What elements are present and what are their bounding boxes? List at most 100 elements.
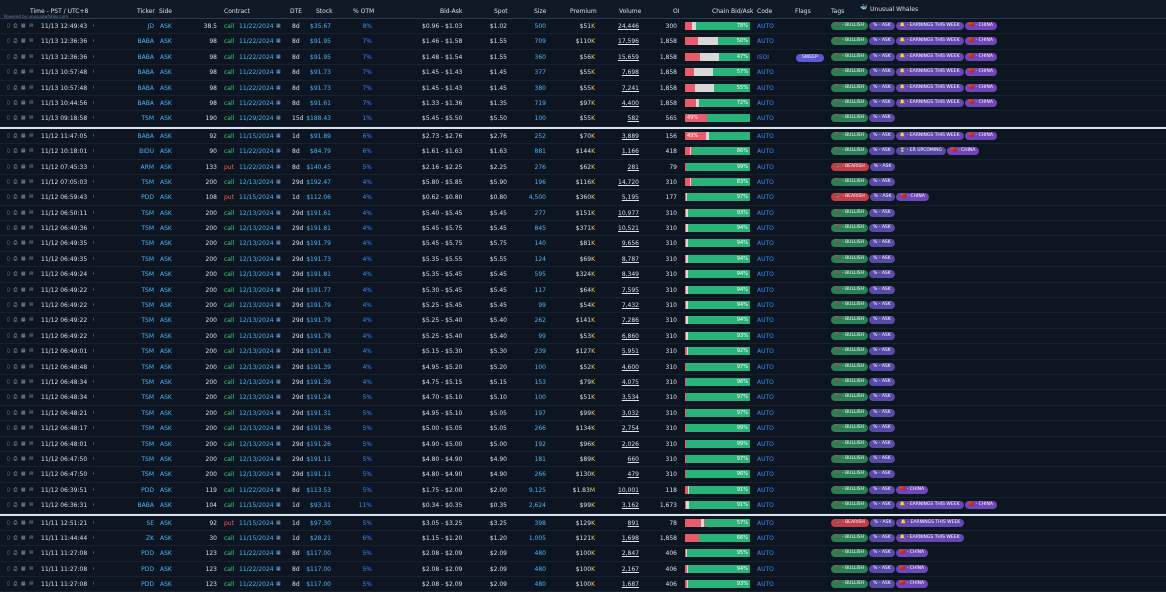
table-row[interactable]: ▯ ⎙ ▦ ✉ 11/11 11:27:08 ⟊ PDD ASK 123 call 11/22… [0, 577, 1166, 592]
calendar-icon[interactable]: ▦ [276, 440, 281, 447]
table-row[interactable]: ▯ ⎙ ▦ ✉ 11/12 06:49:22 ⟊ TSM ASK 200 call 12/13… [0, 298, 1166, 314]
tag-bull[interactable]: 🐂 - BULLISH [831, 131, 869, 140]
row-volume[interactable]: 7,595 [621, 286, 639, 294]
row-volume[interactable]: 24,446 [618, 23, 639, 30]
table-row[interactable]: ▯ ⎙ ▦ ✉ 11/12 06:49:36 ⟊ TSM ASK 200 call 12/13… [0, 221, 1166, 237]
tag-china[interactable]: 🇨🇳 - CHINA [895, 580, 929, 589]
tag-bull[interactable]: 🐂 - BULLISH [831, 285, 869, 294]
tag-bear[interactable]: 🐻 - BEARISH [831, 193, 869, 202]
tag-ask[interactable]: % - ASK [869, 68, 895, 77]
table-row[interactable]: ▯ ⎙ ▦ ✉ 11/12 06:48:48 ⟊ TSM ASK 200 call 12/13… [0, 360, 1166, 375]
tag-china[interactable]: 🇨🇳 - CHINA [964, 37, 997, 46]
row-ticker[interactable]: TSM [141, 271, 154, 279]
tag-ask[interactable]: % - ASK [869, 377, 895, 386]
row-ticker[interactable]: TSM [141, 115, 154, 123]
table-row[interactable]: ▯ ⎙ ▦ ✉ 11/12 06:49:35 ⟊ TSM ASK 200 call 12/13… [0, 252, 1166, 268]
table-row[interactable]: ▯ ⎙ ▦ ✉ 11/12 11:47:05 ⟊ BABA ASK 92 call 11/15… [0, 126, 1166, 145]
row-action-icons[interactable]: ▯ ⎙ ▦ ✉ [7, 363, 35, 370]
tag-china[interactable]: 🇨🇳 - CHINA [896, 193, 929, 202]
row-volume[interactable]: 10,521 [618, 225, 639, 233]
tag-bull[interactable]: 🐂 - BULLISH [831, 549, 869, 558]
row-action-icons[interactable]: ▯ ⎙ ▦ ✉ [7, 486, 35, 493]
row-expiry[interactable]: 12/13/2024 [239, 409, 274, 417]
tag-ask[interactable]: % - ASK [869, 22, 895, 30]
calendar-icon[interactable]: ▦ [276, 163, 281, 170]
row-expiry[interactable]: 11/22/2024 [239, 23, 274, 30]
row-action-icons[interactable]: ▯ ⎙ ▦ ✉ [7, 255, 35, 262]
tag-ask[interactable]: % - ASK [869, 362, 895, 371]
row-expiry[interactable]: 11/22/2024 [239, 69, 274, 77]
table-row[interactable]: ▯ ⎙ ▦ ✉ 11/12 06:49:22 ⟊ TSM ASK 200 call 12/13… [0, 283, 1166, 299]
row-expiry[interactable]: 11/22/2024 [239, 38, 274, 46]
calendar-icon[interactable]: ▦ [276, 348, 281, 355]
row-action-icons[interactable]: ▯ ⎙ ▦ ✉ [7, 581, 35, 588]
tag-earn[interactable]: 🔔 - EARNINGS THIS WEEK [895, 533, 964, 542]
calendar-icon[interactable]: ▦ [276, 99, 281, 106]
tag-earn[interactable]: 🔔 - EARNINGS THIS WEEK [895, 83, 964, 92]
tag-bull[interactable]: 🐂 - BULLISH [831, 316, 869, 325]
row-expiry[interactable]: 11/22/2024 [239, 148, 274, 156]
tag-bull[interactable]: 🐂 - BULLISH [831, 331, 869, 340]
row-volume[interactable]: 3,162 [621, 502, 639, 510]
row-action-icons[interactable]: ▯ ⎙ ▦ ✉ [7, 225, 35, 232]
tag-earn[interactable]: 🔔 - EARNINGS THIS WEEK [895, 52, 964, 61]
tag-ask[interactable]: % - ASK [869, 501, 895, 510]
row-expiry[interactable]: 11/22/2024 [239, 565, 274, 573]
calendar-icon[interactable]: ▦ [276, 317, 281, 324]
tag-bull[interactable]: 🐂 - BULLISH [831, 347, 869, 356]
calendar-icon[interactable]: ▦ [276, 409, 281, 416]
tag-china[interactable]: 🇨🇳 - CHINA [964, 98, 997, 107]
tag-bull[interactable]: 🐂 - BULLISH [831, 22, 869, 30]
tag-bull[interactable]: 🐂 - BULLISH [831, 564, 869, 573]
row-expiry[interactable]: 11/15/2024 [239, 194, 274, 202]
tag-bull[interactable]: 🐂 - BULLISH [831, 68, 869, 77]
row-expiry[interactable]: 11/15/2024 [239, 519, 274, 527]
row-expiry[interactable]: 12/13/2024 [239, 225, 274, 233]
tag-ask[interactable]: % - ASK [869, 162, 896, 171]
tag-bull[interactable]: 🐂 - BULLISH [831, 37, 869, 46]
row-action-icons[interactable]: ▯ ⎙ ▦ ✉ [7, 332, 35, 339]
row-action-icons[interactable]: ▯ ⎙ ▦ ✉ [7, 38, 35, 45]
row-ticker[interactable]: PDD [141, 565, 154, 573]
row-ticker[interactable]: PDD [141, 550, 154, 558]
row-expiry[interactable]: 11/22/2024 [239, 53, 274, 61]
tag-ask[interactable]: % - ASK [869, 518, 896, 527]
calendar-icon[interactable]: ▦ [276, 565, 281, 572]
tag-bull[interactable]: 🐂 - BULLISH [831, 393, 869, 402]
tag-ask[interactable]: % - ASK [869, 239, 895, 248]
col-time[interactable]: Time - PST / UTC+8 [30, 8, 89, 15]
calendar-icon[interactable]: ▦ [276, 363, 281, 370]
tag-ask[interactable]: % - ASK [869, 254, 895, 263]
col-ticker[interactable]: Ticker [137, 8, 155, 15]
tag-bull[interactable]: 🐂 - BULLISH [831, 114, 869, 123]
calendar-icon[interactable]: ▦ [276, 271, 281, 278]
tag-bull[interactable]: 🐂 - BULLISH [831, 377, 869, 386]
row-ticker[interactable]: TSM [141, 440, 154, 448]
row-ticker[interactable]: SE [146, 519, 154, 527]
table-row[interactable]: ▯ ⎙ ▦ ✉ 11/12 06:59:43 ⟊ PDD ASK 108 put 11/15/… [0, 190, 1166, 206]
table-row[interactable]: ▯ ⎙ ▦ ✉ 11/12 06:39:51 ⟊ PDD ASK 119 call 11/22… [0, 483, 1166, 499]
tag-bull[interactable]: 🐂 - BULLISH [831, 254, 869, 263]
row-ticker[interactable]: TSM [141, 425, 154, 433]
row-expiry[interactable]: 12/13/2024 [239, 332, 274, 340]
tag-bull[interactable]: 🐂 - BULLISH [831, 439, 869, 448]
table-row[interactable]: ▯ ⎙ ▦ ✉ 11/12 06:49:22 ⟊ TSM ASK 200 call 12/13… [0, 329, 1166, 345]
table-row[interactable]: ▯ ⎙ ▦ ✉ 11/11 11:27:08 ⟊ PDD ASK 123 call 11/22… [0, 546, 1166, 562]
calendar-icon[interactable]: ▦ [276, 471, 281, 478]
row-expiry[interactable]: 12/13/2024 [239, 440, 274, 448]
tag-china[interactable]: 🇨🇳 - CHINA [964, 83, 997, 92]
row-volume[interactable]: 660 [627, 455, 639, 463]
table-row[interactable]: ▯ ⎙ ▦ ✉ 11/12 06:48:01 ⟊ TSM ASK 200 call 12/13… [0, 437, 1166, 452]
tag-bear[interactable]: 🐻 - BEARISH [831, 162, 869, 171]
table-row[interactable]: ▯ ⎙ ▦ ✉ 11/12 06:48:34 ⟊ TSM ASK 200 call 12/13… [0, 375, 1166, 391]
tag-ask[interactable]: % - ASK [869, 37, 895, 46]
table-row[interactable]: ▯ ⎙ ▦ ✉ 11/12 06:49:01 ⟊ TSM ASK 200 call 12/13… [0, 344, 1166, 360]
tag-bull[interactable]: 🐂 - BULLISH [831, 177, 869, 186]
calendar-icon[interactable]: ▦ [276, 225, 281, 232]
tag-ask[interactable]: % - ASK [869, 424, 895, 433]
tag-bull[interactable]: 🐂 - BULLISH [831, 224, 869, 233]
tag-ask[interactable]: % - ASK [869, 533, 895, 542]
col-code[interactable]: Code [757, 8, 773, 15]
tag-bull[interactable]: 🐂 - BULLISH [831, 533, 869, 542]
table-row[interactable]: ▯ ⎙ ▦ ✉ 11/12 06:47:50 ⟊ TSM ASK 200 call 12/13… [0, 452, 1166, 468]
